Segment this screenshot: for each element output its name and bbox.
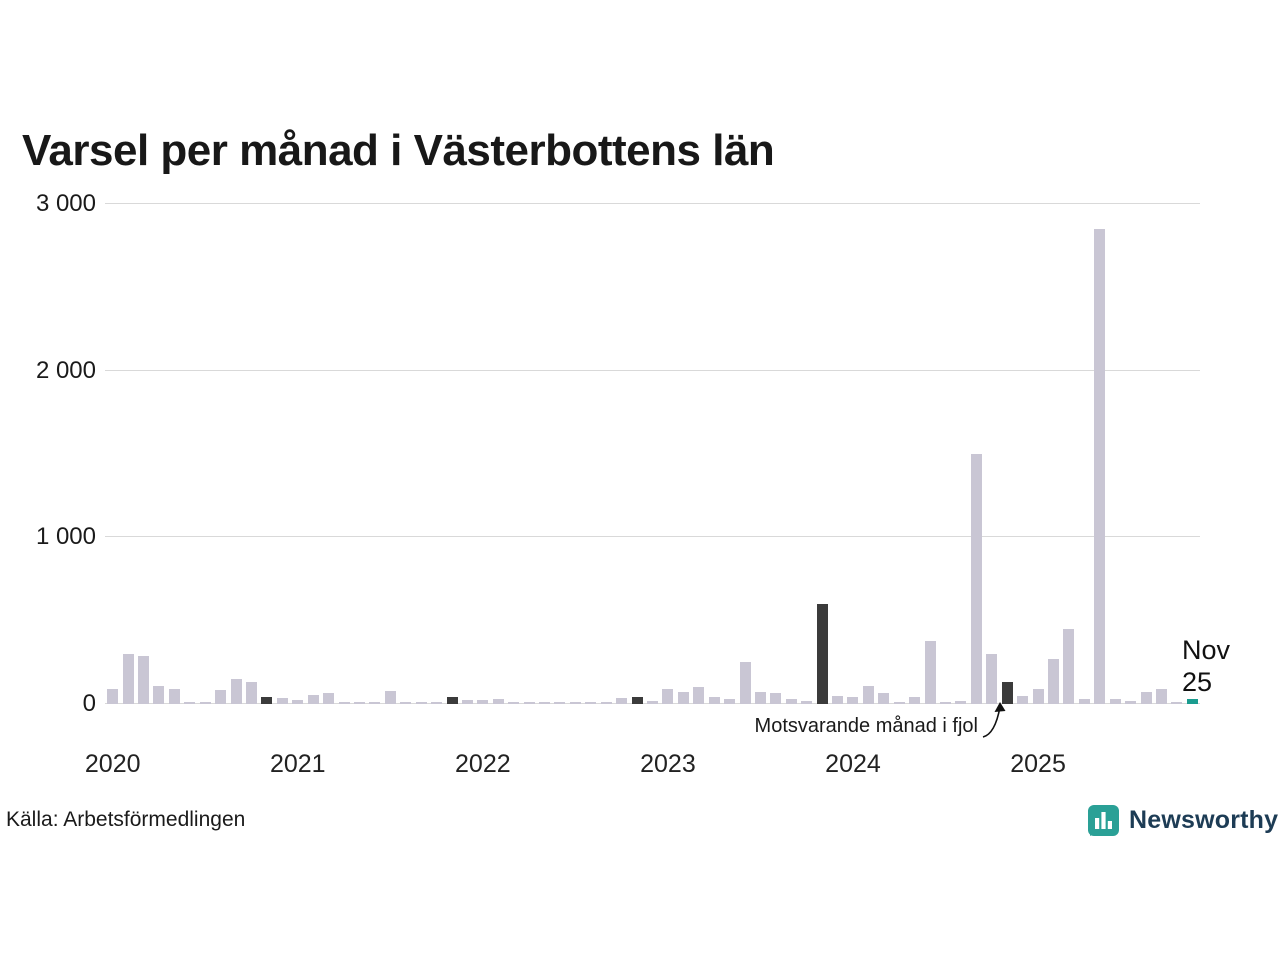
bar: [569, 702, 581, 704]
bar: [986, 654, 998, 704]
bar-highlight-november: [816, 604, 828, 704]
bar-current-month: [1186, 699, 1198, 704]
bar: [893, 702, 905, 704]
bar: [1171, 702, 1183, 704]
bar: [955, 700, 967, 704]
brand-logo: Newsworthy: [1087, 804, 1278, 837]
y-axis-tick-label: 0: [82, 690, 96, 717]
bar: [415, 702, 427, 704]
bar: [862, 685, 874, 704]
bar: [1063, 629, 1075, 704]
bar: [847, 697, 859, 704]
bar: [138, 655, 150, 704]
bar: [122, 654, 134, 704]
bar: [1140, 691, 1152, 704]
x-axis-year-label: 2020: [84, 750, 141, 778]
bar: [199, 702, 211, 704]
x-axis-year-label: 2024: [825, 750, 881, 778]
bar: [554, 702, 566, 704]
plot-area: [105, 203, 1200, 704]
bar-highlight-november: [446, 697, 458, 704]
bar: [184, 702, 196, 704]
bar: [246, 682, 257, 704]
bar: [384, 690, 396, 704]
bar: [508, 702, 520, 704]
bar: [662, 689, 674, 704]
bar: [477, 699, 489, 704]
bar: [677, 691, 689, 704]
bar: [153, 685, 165, 704]
bar: [307, 694, 319, 704]
bar: [1017, 695, 1029, 704]
brand-name: Newsworthy: [1129, 806, 1279, 834]
bar: [230, 679, 242, 704]
chart-title: Varsel per månad i Västerbottens län: [22, 126, 775, 175]
x-axis-year-label: 2023: [640, 750, 696, 778]
bar: [276, 698, 288, 704]
y-axis: 0 1 000 2 000 3 000: [14, 190, 96, 717]
bar: [492, 699, 504, 704]
bar: [1047, 659, 1059, 704]
x-axis-year-label: 2021: [269, 750, 326, 778]
bar: [600, 702, 612, 704]
bar-highlight-november: [261, 696, 273, 704]
newsworthy-icon: [1088, 805, 1119, 836]
bar: [878, 693, 890, 704]
bar-highlight-november: [1001, 682, 1013, 704]
bar: [292, 699, 304, 704]
bar: [924, 640, 936, 704]
source-note: Källa: Arbetsförmedlingen: [6, 808, 246, 831]
annotation-last-year-label: Motsvarande månad i fjol: [754, 715, 978, 737]
x-axis: 2020 2021 2022 2023 2024 2025: [85, 750, 1200, 786]
bar: [539, 702, 551, 704]
bar-highlight-november: [631, 697, 643, 704]
bar: [400, 702, 412, 704]
bar: [1078, 699, 1090, 704]
current-month-label: Nov 25: [1182, 634, 1230, 699]
bar: [523, 702, 535, 704]
gridline: [105, 203, 1200, 204]
bar: [353, 702, 365, 704]
bar: [338, 701, 350, 704]
bar: [940, 702, 952, 704]
x-axis-year-label: 2022: [455, 750, 511, 778]
bar: [585, 702, 597, 704]
bar: [909, 696, 921, 704]
bar: [970, 454, 982, 704]
bar: [616, 698, 628, 704]
x-axis-year-label: 2025: [1010, 750, 1066, 778]
bar: [708, 697, 720, 704]
annotation-arrow: [982, 702, 1006, 738]
bar: [1125, 700, 1137, 704]
bar: [724, 699, 736, 704]
current-month-line2: 25: [1182, 667, 1213, 698]
bar: [215, 689, 227, 704]
bar: [1155, 689, 1167, 704]
bar: [461, 699, 473, 704]
bar: [323, 693, 335, 704]
bar: [369, 702, 381, 704]
bar: [739, 662, 751, 704]
bar: [801, 700, 813, 704]
gridline: [105, 536, 1200, 538]
y-axis-tick-label: 3 000: [35, 190, 96, 217]
bar: [1094, 229, 1106, 704]
current-month-line1: Nov: [1182, 635, 1231, 665]
gridline: [105, 369, 1200, 371]
bar: [107, 689, 119, 704]
bar: [785, 699, 797, 704]
y-axis-tick-label: 1 000: [35, 523, 96, 551]
bar: [168, 689, 180, 704]
bar: [1109, 699, 1121, 704]
bar: [754, 692, 766, 704]
bar: [770, 693, 782, 704]
bar: [431, 701, 443, 704]
bar: [693, 687, 705, 704]
y-axis-tick-label: 2 000: [35, 356, 96, 384]
bar: [647, 700, 658, 704]
bar: [1032, 689, 1044, 704]
bar: [832, 695, 844, 704]
